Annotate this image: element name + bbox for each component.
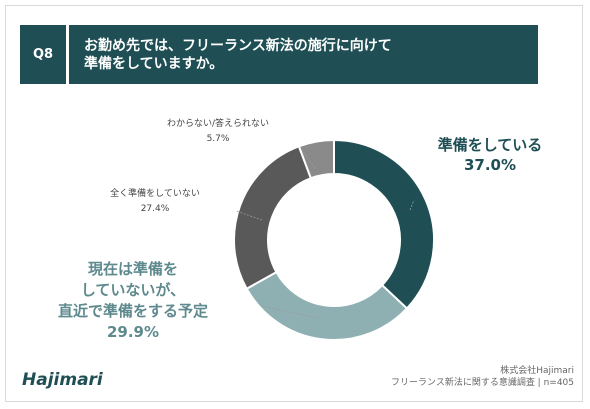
slice-label-4-line-1: わからない/答えられない: [167, 117, 269, 129]
leader-line-4: [301, 149, 316, 169]
source-company: 株式会社Hajimari: [500, 366, 574, 376]
slice-3: [233, 145, 313, 291]
slice-label-1-line-2: 37.0%: [464, 156, 516, 174]
question-text: お勤め先では、フリーランス新法の施行に向けて 準備をしていますか。: [84, 37, 524, 73]
leader-line-2: [261, 305, 319, 319]
slice-4: [297, 138, 335, 180]
slice-label-4-line-2: 5.7%: [207, 134, 230, 144]
question-header: Q8 お勤め先では、フリーランス新法の施行に向けて 準備をしていますか。: [20, 25, 538, 84]
slice-label-3-line-1: 全く準備をしていない: [110, 187, 200, 199]
slice-label-3-line-2: 27.4%: [141, 204, 170, 214]
question-line-1: お勤め先では、フリーランス新法の施行に向けて: [84, 38, 392, 54]
slice-label-2-line-4: 29.9%: [107, 323, 159, 341]
slice-label-2-line-1: 現在は準備を: [88, 260, 178, 278]
slice-label-2-line-3: 直近で準備をする予定: [58, 302, 208, 320]
hajimari-logo: Hajimari: [22, 370, 103, 390]
slice-label-1-line-1: 準備をしている: [438, 136, 543, 154]
question-number: Q8: [32, 47, 54, 62]
slice-2: [245, 270, 409, 341]
leader-line-3: [235, 210, 263, 221]
source-survey: フリーランス新法に関する意識調査 | n=405: [391, 378, 574, 388]
slice-label-2-line-2: していないが、: [81, 281, 185, 299]
question-line-2: 準備をしていますか。: [84, 56, 224, 72]
header-divider: [66, 25, 69, 84]
leader-line-1: [409, 199, 415, 211]
slice-1: [333, 138, 435, 310]
source-note: 株式会社Hajimari フリーランス新法に関する意識調査 | n=405: [391, 365, 574, 389]
